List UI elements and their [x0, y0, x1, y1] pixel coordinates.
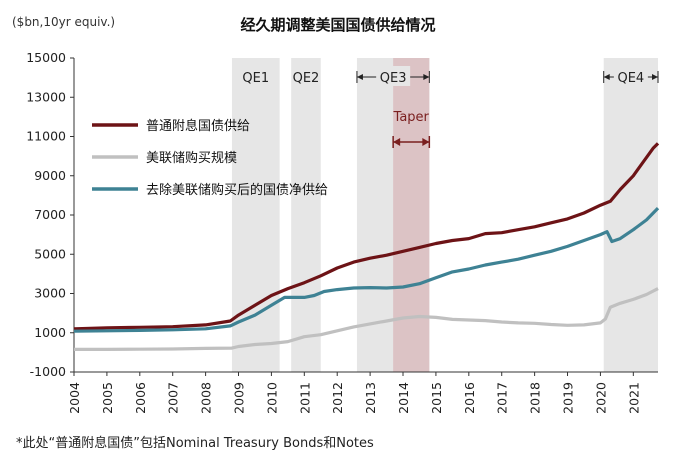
x-tick-label: 2013: [363, 382, 378, 414]
taper-label: Taper: [393, 110, 430, 125]
y-tick-label: 15000: [26, 50, 66, 65]
legend-label-2: 美联储购买规模: [146, 150, 237, 166]
period-label-qe1: QE1: [242, 71, 269, 86]
shaded-period-qe2: [291, 58, 321, 372]
x-tick-label: 2012: [330, 382, 345, 414]
y-tick-label: 1000: [34, 325, 66, 340]
axes: -1000 1000 3000 5000 7000 9000 11000 13000 15000…: [26, 50, 658, 414]
period-label-qe3: QE3: [380, 71, 407, 86]
x-tick-label: 2008: [199, 382, 214, 414]
taper-arrow-head: [422, 138, 430, 146]
x-tick-label: 2015: [429, 382, 444, 414]
y-tick-label: 11000: [26, 129, 66, 144]
period-label-qe2: QE2: [293, 71, 320, 86]
y-tick-label: 3000: [34, 286, 66, 301]
x-tick-label: 2018: [528, 382, 543, 414]
period-label-qe4: QE4: [617, 71, 644, 86]
y-tick-label: 7000: [34, 207, 66, 222]
period-arrow-head: [603, 74, 610, 80]
x-tick-label: 2019: [561, 382, 576, 414]
y-axis-label: ($bn,10yr equiv.): [12, 15, 115, 29]
legend-label-3: 去除美联储购买后的国债净供给: [146, 182, 328, 198]
y-tick-label: 5000: [34, 246, 66, 261]
period-arrow-head: [356, 74, 363, 80]
x-tick-label: 2021: [626, 382, 641, 414]
chart-title: 经久期调整美国国债供给情况: [240, 16, 435, 34]
series-line-2: [74, 287, 659, 351]
period-arrow-head: [652, 74, 658, 80]
x-tick-label: 2007: [166, 382, 181, 414]
x-tick-label: 2005: [100, 382, 115, 414]
footnote: *此处“普通附息国债”包括Nominal Treasury Bonds和Note…: [16, 436, 374, 451]
taper-arrow-head: [393, 138, 401, 146]
legend-label-1: 普通附息国债供给: [146, 118, 250, 134]
period-annotations: QE1 QE2 QE3 QE4 Taper: [242, 66, 659, 148]
series-line-1: [73, 142, 660, 331]
shaded-period-qe1: [231, 58, 280, 372]
x-tick-label: 2014: [396, 382, 411, 414]
y-tick-label: 13000: [26, 89, 66, 104]
series-line-3: [73, 206, 660, 333]
period-label-bg: [376, 66, 411, 86]
shaded-period-qe4: [603, 58, 658, 372]
x-tick-label: 2016: [462, 382, 477, 414]
x-tick-label: 2017: [495, 382, 510, 414]
x-tick-label: 2010: [264, 382, 279, 414]
period-label-bg: [613, 66, 648, 86]
series-lines: [73, 142, 660, 351]
x-tick-label: 2004: [67, 382, 82, 414]
y-tick-label: 9000: [34, 168, 66, 183]
y-tick-label: -1000: [30, 364, 66, 379]
x-tick-label: 2011: [297, 382, 312, 414]
x-tick-label: 2009: [232, 382, 247, 414]
period-arrow-head: [423, 74, 430, 80]
x-tick-label: 2006: [133, 382, 148, 414]
taper-band: [393, 58, 430, 372]
x-tick-label: 2020: [593, 382, 608, 414]
